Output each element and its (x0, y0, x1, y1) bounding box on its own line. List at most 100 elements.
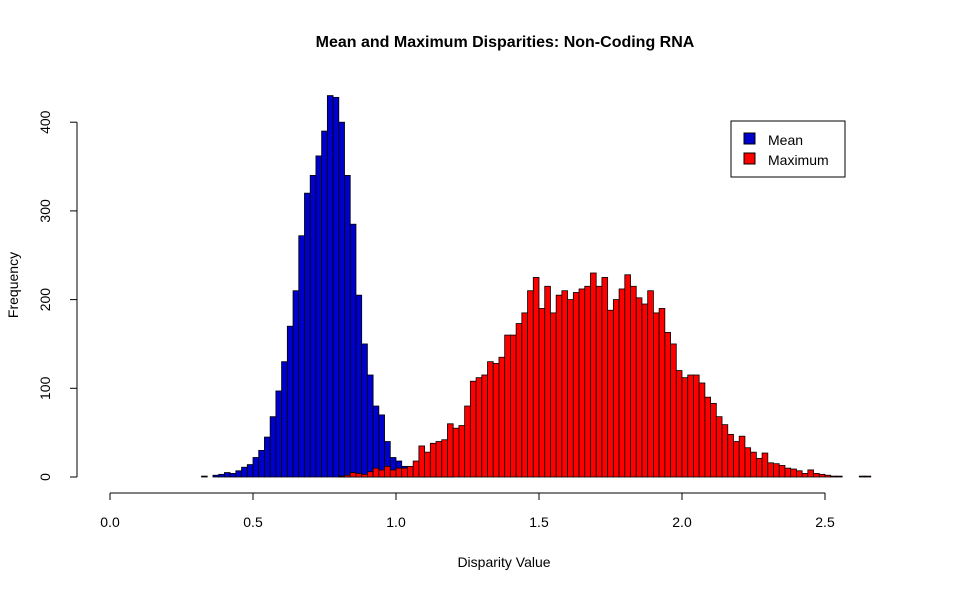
maximum-bar (366, 471, 374, 478)
maximum-bar (435, 441, 443, 478)
maximum-bar (761, 452, 769, 478)
maximum-bar (481, 374, 488, 478)
maximum-bar (389, 469, 397, 478)
y-axis: 0 100 200 300 400 (37, 110, 78, 481)
maximum-bar (401, 467, 408, 478)
maximum-bar (372, 467, 380, 478)
maximum-bar (653, 312, 660, 478)
mean-bar (275, 390, 283, 478)
mean-bar (241, 466, 248, 478)
maximum-bar (338, 475, 345, 478)
maximum-bar (675, 370, 683, 478)
mean-bar (355, 294, 363, 478)
maximum-bar (864, 475, 872, 478)
mean-bar (309, 175, 317, 478)
maximum-bar (807, 469, 814, 478)
mean-series (201, 95, 454, 478)
mean-bar (252, 457, 260, 478)
maximum-bar (532, 277, 540, 478)
legend-swatch-maximum (743, 152, 756, 165)
maximum-bar (361, 473, 368, 478)
maximum-bar (778, 465, 786, 478)
maximum-bar (784, 467, 792, 478)
maximum-bar (567, 299, 574, 478)
legend-swatch-mean (743, 132, 756, 145)
maximum-bar (550, 312, 557, 478)
maximum-bar (527, 290, 534, 478)
maximum-bar (635, 297, 643, 478)
maximum-bar (704, 396, 712, 478)
maximum-bar (813, 473, 820, 478)
y-tick-label: 400 (37, 110, 53, 134)
x-tick-label: 2.5 (815, 514, 835, 530)
maximum-bar (407, 465, 414, 478)
mean-bar (229, 473, 237, 478)
mean-bar (372, 405, 380, 478)
maximum-bar (418, 445, 426, 478)
maximum-bar (858, 475, 866, 478)
maximum-bar (790, 468, 797, 478)
mean-bar (326, 95, 334, 478)
maximum-bar (698, 382, 706, 478)
mean-bar (338, 121, 345, 478)
legend-box (730, 120, 846, 178)
maximum-bar (509, 334, 517, 478)
mean-bar (321, 130, 328, 478)
maximum-bar (607, 309, 614, 478)
maximum-bar (801, 473, 809, 478)
maximum-bar (572, 292, 580, 478)
maximum-bar (818, 473, 826, 478)
maximum-bar (498, 356, 506, 478)
legend-label-mean: Mean (768, 132, 803, 148)
maximum-bar (378, 469, 385, 478)
mean-bar (315, 155, 323, 478)
maximum-bar (458, 425, 466, 478)
mean-bar (269, 416, 277, 478)
maximum-bar (658, 308, 666, 478)
maximum-bar (830, 475, 837, 478)
maximum-bar (412, 460, 420, 478)
x-tick-label: 0.5 (243, 514, 263, 530)
maximum-bar (733, 441, 740, 478)
mean-bar (201, 475, 208, 478)
y-tick-label: 300 (37, 199, 53, 223)
mean-bar (218, 473, 225, 478)
maximum-bar (492, 363, 500, 478)
maximum-bar (384, 465, 391, 478)
maximum-bar (544, 285, 551, 478)
maximum-bar (824, 474, 832, 478)
y-tick-label: 0 (37, 473, 53, 481)
maximum-bar (836, 475, 843, 478)
maximum-bar (624, 274, 631, 478)
y-axis-label: Frequency (5, 252, 21, 318)
maximum-bar (681, 377, 689, 478)
maximum-bar (424, 451, 431, 478)
maximum-bar (464, 405, 471, 478)
maximum-bar (744, 447, 752, 478)
maximum-bar (584, 285, 591, 478)
maximum-bar (521, 312, 528, 478)
maximum-bar (687, 374, 694, 478)
maximum-bar (349, 472, 357, 478)
maximum-bar (578, 288, 586, 478)
maximum-bar (641, 303, 649, 478)
mean-bar (258, 449, 265, 478)
chart-title: Mean and Maximum Disparities: Non-Coding… (316, 34, 695, 51)
maximum-bar (504, 334, 511, 478)
mean-bar (286, 325, 294, 478)
mean-bar (298, 235, 305, 478)
maximum-bar (515, 323, 523, 478)
x-axis-label: Disparity Value (457, 554, 550, 570)
maximum-bar (595, 285, 603, 478)
maximum-bar (429, 442, 437, 478)
maximum-bar (452, 427, 460, 478)
maximum-bar (475, 377, 483, 478)
mean-bar (212, 474, 220, 478)
x-tick-label: 0.0 (100, 514, 120, 530)
mean-bar (235, 470, 242, 478)
x-tick-label: 1.0 (386, 514, 406, 530)
mean-bar (281, 361, 288, 478)
maximum-bar (618, 288, 626, 478)
maximum-bar (395, 467, 403, 478)
